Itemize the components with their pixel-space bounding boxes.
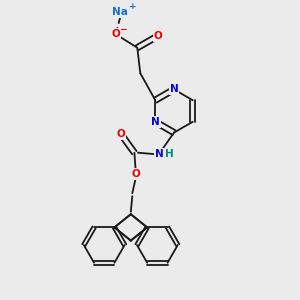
Text: N: N: [151, 117, 160, 127]
Text: −: −: [119, 25, 126, 34]
Text: O: O: [116, 129, 125, 139]
Text: O: O: [111, 29, 120, 39]
Text: +: +: [129, 2, 137, 11]
Text: N: N: [154, 149, 164, 159]
Text: O: O: [154, 31, 163, 41]
Text: O: O: [131, 169, 140, 179]
Text: Na: Na: [112, 7, 128, 17]
Text: H: H: [164, 149, 173, 159]
Text: N: N: [169, 84, 178, 94]
